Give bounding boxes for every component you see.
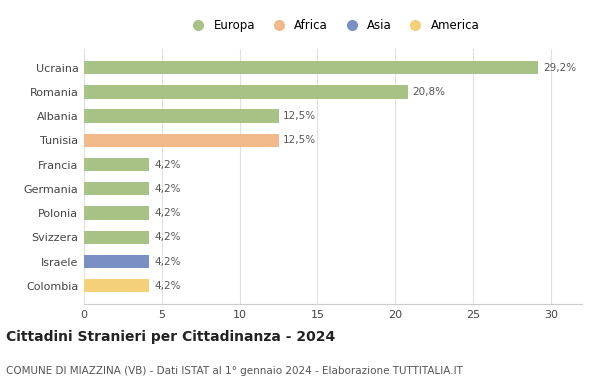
Bar [84,231,149,244]
Text: 4,2%: 4,2% [154,184,181,194]
Text: Cittadini Stranieri per Cittadinanza - 2024: Cittadini Stranieri per Cittadinanza - 2… [6,330,335,344]
Text: COMUNE DI MIAZZINA (VB) - Dati ISTAT al 1° gennaio 2024 - Elaborazione TUTTITALI: COMUNE DI MIAZZINA (VB) - Dati ISTAT al … [6,366,463,376]
Text: 29,2%: 29,2% [543,63,576,73]
Text: 4,2%: 4,2% [154,256,181,266]
Bar [84,61,538,74]
Text: 20,8%: 20,8% [412,87,445,97]
Text: 4,2%: 4,2% [154,208,181,218]
Bar [84,182,149,195]
Bar [84,134,278,147]
Text: 4,2%: 4,2% [154,232,181,242]
Bar [84,109,278,123]
Bar [84,85,408,98]
Bar [84,279,149,293]
Text: 12,5%: 12,5% [283,111,316,121]
Bar [84,206,149,220]
Bar [84,255,149,268]
Bar [84,158,149,171]
Text: 4,2%: 4,2% [154,160,181,169]
Text: 12,5%: 12,5% [283,135,316,145]
Text: 4,2%: 4,2% [154,281,181,291]
Legend: Europa, Africa, Asia, America: Europa, Africa, Asia, America [182,14,484,37]
